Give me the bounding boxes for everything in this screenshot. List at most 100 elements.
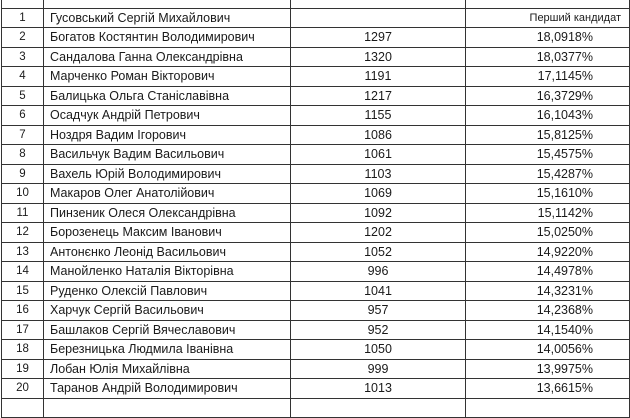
row-number: 16 — [1, 300, 44, 321]
vote-percentage: 18,0377% — [465, 46, 630, 67]
votes-count: 957 — [290, 300, 466, 321]
votes-count: 1052 — [290, 241, 466, 262]
table-row: 12 Борозенець Максим Іванович 1202 15,0250% — [1, 222, 630, 243]
candidate-name: Васильчук Вадим Васильович — [43, 144, 291, 165]
vote-percentage: 16,3729% — [465, 85, 630, 106]
row-number: 11 — [1, 202, 44, 223]
table-row: 17 Башлаков Сергій Вячеславович 952 14,1540… — [1, 319, 630, 340]
table-row-header-partial — [1, 0, 630, 9]
table-row: 13 Антонєнко Леонід Васильович 1052 14,9220… — [1, 241, 630, 262]
votes-count: 1297 — [290, 27, 466, 48]
row-number: 3 — [1, 46, 44, 67]
table-row: 11 Пинзеник Олеся Олександрівна 1092 15,114… — [1, 202, 630, 223]
table-row: 5 Балицька Ольга Станіславівна 1217 16,3729… — [1, 85, 630, 106]
votes-count: 1217 — [290, 85, 466, 106]
candidate-name: Манойленко Наталія Вікторівна — [43, 261, 291, 282]
table-row: 18 Березницька Людмила Іванівна 1050 14,005… — [1, 339, 630, 360]
table-row: 16 Харчук Сергій Васильович 957 14,2368% — [1, 300, 630, 321]
votes-count: 1155 — [290, 105, 466, 126]
vote-percentage: 13,9975% — [465, 358, 630, 379]
row-number: 13 — [1, 241, 44, 262]
row-number: 9 — [1, 163, 44, 184]
votes-count: 1202 — [290, 222, 466, 243]
candidate-name: Богатов Костянтин Володимирович — [43, 27, 291, 48]
candidate-name: Гусовський Сергій Михайлович — [43, 7, 291, 28]
vote-percentage: 18,0918% — [465, 27, 630, 48]
row-number: 14 — [1, 261, 44, 282]
votes-count: 1069 — [290, 183, 466, 204]
candidate-name: Макаров Олег Анатолійович — [43, 183, 291, 204]
votes-count: 996 — [290, 261, 466, 282]
vote-percentage: 14,4978% — [465, 261, 630, 282]
row-number: 2 — [1, 27, 44, 48]
table-row: 15 Руденко Олексій Павлович 1041 14,3231% — [1, 280, 630, 301]
row-number: 1 — [1, 7, 44, 28]
table-row: 19 Лобан Юлія Михайлівна 999 13,9975% — [1, 358, 630, 379]
votes-count: 1061 — [290, 144, 466, 165]
table-row: 2 Богатов Костянтин Володимирович 1297 18,0… — [1, 27, 630, 48]
votes-count: 1103 — [290, 163, 466, 184]
votes-count: 999 — [290, 358, 466, 379]
votes-count: 952 — [290, 319, 466, 340]
row-number: 10 — [1, 183, 44, 204]
votes-count: 1050 — [290, 339, 466, 360]
table-row: 9 Вахель Юрій Володимирович 1103 15,4287% — [1, 163, 630, 184]
votes-count — [290, 7, 466, 28]
candidate-name: Вахель Юрій Володимирович — [43, 163, 291, 184]
votes-count: 1320 — [290, 46, 466, 67]
candidate-name: Осадчук Андрій Петрович — [43, 105, 291, 126]
row-number: 5 — [1, 85, 44, 106]
candidate-name: Ноздря Вадим Ігорович — [43, 124, 291, 145]
candidate-name: Сандалова Ганна Олександрівна — [43, 46, 291, 67]
table-row: 8 Васильчук Вадим Васильович 1061 15,4575% — [1, 144, 630, 165]
row-number: 7 — [1, 124, 44, 145]
table-row: 14 Манойленко Наталія Вікторівна 996 14,497… — [1, 261, 630, 282]
votes-count: 1086 — [290, 124, 466, 145]
table-row: 1 Гусовський Сергій Михайлович Перший канд… — [1, 7, 630, 28]
table-row: 3 Сандалова Ганна Олександрівна 1320 18,037… — [1, 46, 630, 67]
vote-percentage: 14,2368% — [465, 300, 630, 321]
votes-count: 1191 — [290, 66, 466, 87]
vote-percentage: 14,9220% — [465, 241, 630, 262]
row-number: 17 — [1, 319, 44, 340]
candidate-name: Лобан Юлія Михайлівна — [43, 358, 291, 379]
vote-percentage: 15,1142% — [465, 202, 630, 223]
candidate-name: Антонєнко Леонід Васильович — [43, 241, 291, 262]
candidate-name: Марченко Роман Вікторович — [43, 66, 291, 87]
table-row: 7 Ноздря Вадим Ігорович 1086 15,8125% — [1, 124, 630, 145]
candidate-note: Перший кандидат — [465, 7, 630, 28]
candidate-name: Пинзеник Олеся Олександрівна — [43, 202, 291, 223]
candidate-name: Таранов Андрій Володимирович — [43, 378, 291, 399]
row-number: 20 — [1, 378, 44, 399]
table-row: 6 Осадчук Андрій Петрович 1155 16,1043% — [1, 105, 630, 126]
vote-percentage: 14,0056% — [465, 339, 630, 360]
candidate-name: Балицька Ольга Станіславівна — [43, 85, 291, 106]
vote-percentage: 16,1043% — [465, 105, 630, 126]
vote-percentage: 15,1610% — [465, 183, 630, 204]
table-row: 4 Марченко Роман Вікторович 1191 17,1145% — [1, 66, 630, 87]
row-number: 8 — [1, 144, 44, 165]
candidate-name: Руденко Олексій Павлович — [43, 280, 291, 301]
vote-percentage: 14,1540% — [465, 319, 630, 340]
candidate-name: Борозенець Максим Іванович — [43, 222, 291, 243]
table-row: 20 Таранов Андрій Володимирович 1013 13,661… — [1, 378, 630, 399]
vote-percentage: 13,6615% — [465, 378, 630, 399]
votes-count: 1013 — [290, 378, 466, 399]
vote-percentage: 14,3231% — [465, 280, 630, 301]
table-row: 10 Макаров Олег Анатолійович 1069 15,1610% — [1, 183, 630, 204]
table-row-partial — [1, 397, 630, 418]
candidate-name: Башлаков Сергій Вячеславович — [43, 319, 291, 340]
row-number: 12 — [1, 222, 44, 243]
vote-percentage: 15,0250% — [465, 222, 630, 243]
candidate-name: Березницька Людмила Іванівна — [43, 339, 291, 360]
votes-count: 1092 — [290, 202, 466, 223]
row-number: 19 — [1, 358, 44, 379]
vote-percentage: 17,1145% — [465, 66, 630, 87]
candidate-name: Харчук Сергій Васильович — [43, 300, 291, 321]
row-number: 4 — [1, 66, 44, 87]
vote-percentage: 15,4575% — [465, 144, 630, 165]
votes-count: 1041 — [290, 280, 466, 301]
row-number: 18 — [1, 339, 44, 360]
vote-percentage: 15,4287% — [465, 163, 630, 184]
